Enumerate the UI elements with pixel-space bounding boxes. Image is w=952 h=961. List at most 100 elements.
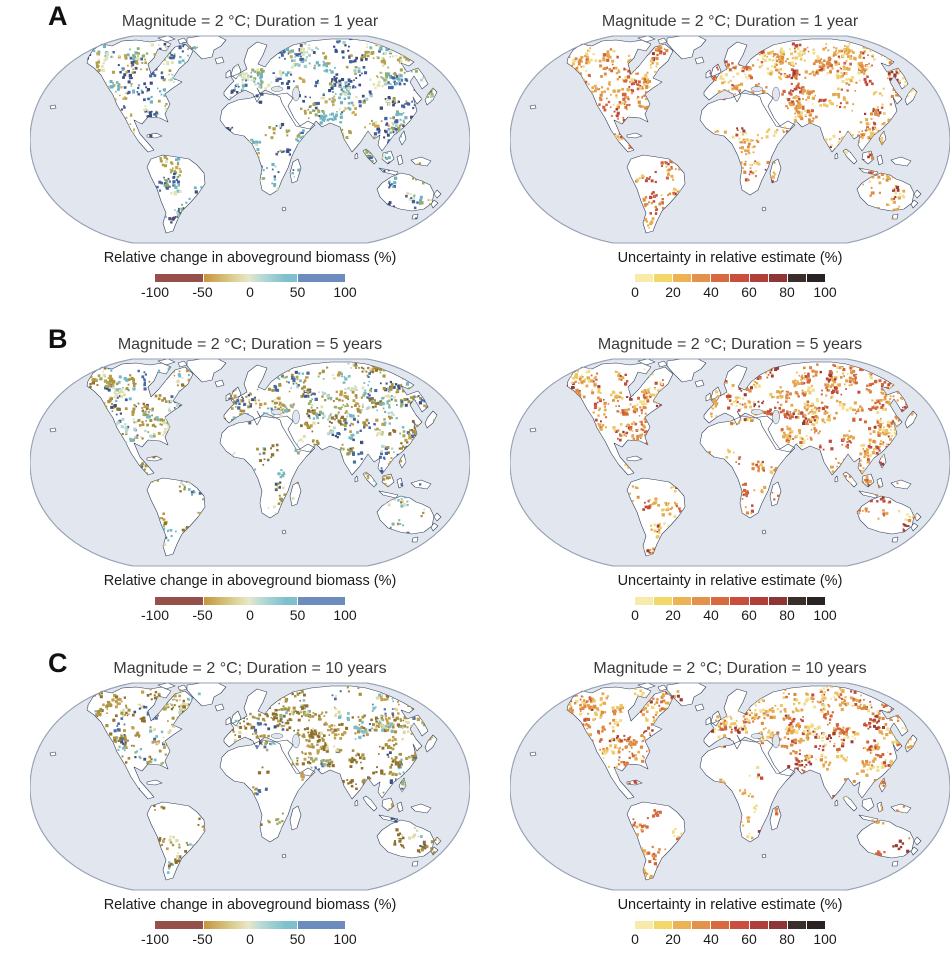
- colorbar-segment: [692, 921, 711, 929]
- colorbar-tick-label: 40: [703, 284, 719, 300]
- world-map-biomass-1yr: [30, 35, 470, 244]
- colorbar-segment: [155, 597, 203, 605]
- figure-row-a: A Magnitude = 2 °C; Duration = 1 year Re…: [0, 0, 952, 320]
- figure-row-c: C Magnitude = 2 °C; Duration = 10 years …: [0, 647, 952, 961]
- inland-sea-black-sea: [270, 86, 284, 92]
- panel-title: Magnitude = 2 °C; Duration = 10 years: [593, 660, 867, 677]
- colorbar-segment: [654, 921, 673, 929]
- world-map-uncertainty-5yr: [510, 358, 950, 567]
- colorbar-segment: [635, 274, 654, 282]
- panel-label-a: A: [48, 1, 68, 31]
- colorbar-segment: [297, 597, 345, 605]
- panel-label-b: B: [48, 324, 68, 354]
- figure-row-b: B Magnitude = 2 °C; Duration = 5 years R…: [0, 323, 952, 643]
- colorbar-segment: [768, 274, 787, 282]
- colorbar-tick-label: 60: [741, 931, 757, 947]
- colorbar-tick-label: -100: [140, 931, 170, 947]
- colorbar-swatches: [635, 921, 825, 929]
- colorbar-tick-label: 0: [631, 931, 639, 947]
- map-outline: [510, 682, 950, 891]
- colorbar-ticks: -100 -50 0 50 100: [141, 282, 357, 300]
- colorbar-ticks: 0 20 40 60 80 100: [631, 929, 837, 947]
- land-shape: [529, 35, 922, 234]
- colorbar-tick-label: 100: [813, 607, 837, 623]
- inland-sea-black-sea: [270, 409, 284, 415]
- panel-a-biomass: Magnitude = 2 °C; Duration = 1 year Rela…: [30, 0, 470, 320]
- colorbar-ticks: -100 -50 0 50 100: [141, 605, 357, 623]
- inland-sea-black-sea: [750, 409, 764, 415]
- colorbar-uncertainty: 0 20 40 60 80 100: [631, 597, 837, 623]
- colorbar-tick-label: 80: [779, 931, 795, 947]
- colorbar-biomass: -100 -50 0 50 100: [141, 597, 357, 623]
- colorbar-tick-label: 100: [333, 284, 357, 300]
- colorbar-ticks: -100 -50 0 50 100: [141, 929, 357, 947]
- map-outline: [30, 358, 470, 567]
- panel-b-uncertainty: Magnitude = 2 °C; Duration = 5 years Unc…: [510, 323, 950, 643]
- panel-title: Magnitude = 2 °C; Duration = 10 years: [113, 660, 387, 677]
- colorbar-tick-label: 0: [631, 607, 639, 623]
- map-caption: Uncertainty in relative estimate (%): [617, 573, 843, 589]
- colorbar-tick-label: 20: [665, 284, 681, 300]
- colorbar-tick-label: 20: [665, 931, 681, 947]
- colorbar-segment: [155, 274, 203, 282]
- colorbar-segment: [711, 597, 730, 605]
- map-outline: [510, 358, 950, 567]
- colorbar-segment: [635, 921, 654, 929]
- map-caption: Uncertainty in relative estimate (%): [617, 250, 843, 266]
- inland-sea-caspian: [292, 733, 300, 749]
- map-caption: Relative change in aboveground biomass (…: [103, 897, 397, 913]
- map-caption: Relative change in aboveground biomass (…: [103, 573, 397, 589]
- colorbar-segment: [155, 921, 203, 929]
- colorbar-tick-label: -50: [192, 284, 213, 300]
- colorbar-tick-label: 100: [333, 931, 357, 947]
- colorbar-segment: [203, 274, 297, 282]
- colorbar-segment: [749, 597, 768, 605]
- world-map-biomass-5yr: [30, 358, 470, 567]
- colorbar-tick-label: 0: [246, 931, 254, 947]
- colorbar-segment: [749, 274, 768, 282]
- colorbar-swatches: [155, 921, 345, 929]
- colorbar-segment: [730, 274, 749, 282]
- colorbar-segment: [806, 597, 825, 605]
- colorbar-swatches: [155, 597, 345, 605]
- inland-sea-caspian: [772, 733, 780, 749]
- colorbar-swatches: [635, 597, 825, 605]
- world-map-uncertainty-10yr: [510, 682, 950, 891]
- colorbar-swatches: [155, 274, 345, 282]
- colorbar-tick-label: -50: [192, 931, 213, 947]
- colorbar-segment: [673, 274, 692, 282]
- colorbar-segment: [297, 921, 345, 929]
- map-caption: Uncertainty in relative estimate (%): [617, 897, 843, 913]
- colorbar-segment: [730, 921, 749, 929]
- colorbar-tick-label: 80: [779, 284, 795, 300]
- colorbar-segment: [673, 597, 692, 605]
- colorbar-segment: [635, 597, 654, 605]
- colorbar-tick-label: 40: [703, 931, 719, 947]
- colorbar-segment: [768, 597, 787, 605]
- colorbar-segment: [787, 597, 806, 605]
- colorbar-tick-label: 60: [741, 607, 757, 623]
- colorbar-swatches: [635, 274, 825, 282]
- colorbar-tick-label: -50: [192, 607, 213, 623]
- world-map-uncertainty-1yr: [510, 35, 950, 244]
- colorbar-segment: [806, 921, 825, 929]
- panel-b-biomass: Magnitude = 2 °C; Duration = 5 years Rel…: [30, 323, 470, 643]
- colorbar-segment: [749, 921, 768, 929]
- colorbar-tick-label: -100: [140, 607, 170, 623]
- colorbar-tick-label: 50: [289, 931, 306, 947]
- colorbar-tick-label: 20: [665, 607, 681, 623]
- inland-sea-caspian: [772, 409, 780, 425]
- panel-title: Magnitude = 2 °C; Duration = 1 year: [601, 13, 859, 30]
- colorbar-tick-label: 0: [631, 284, 639, 300]
- inland-sea-black-sea: [270, 733, 284, 739]
- colorbar-tick-label: 100: [333, 607, 357, 623]
- colorbar-segment: [297, 274, 345, 282]
- colorbar-segment: [654, 597, 673, 605]
- colorbar-segment: [692, 274, 711, 282]
- colorbar-tick-label: 0: [246, 607, 254, 623]
- inland-sea-black-sea: [750, 86, 764, 92]
- panel-a-uncertainty: Magnitude = 2 °C; Duration = 1 year Unce…: [510, 0, 950, 320]
- map-caption: Relative change in aboveground biomass (…: [103, 250, 397, 266]
- colorbar-tick-label: 50: [289, 284, 306, 300]
- colorbar-uncertainty: 0 20 40 60 80 100: [631, 921, 837, 947]
